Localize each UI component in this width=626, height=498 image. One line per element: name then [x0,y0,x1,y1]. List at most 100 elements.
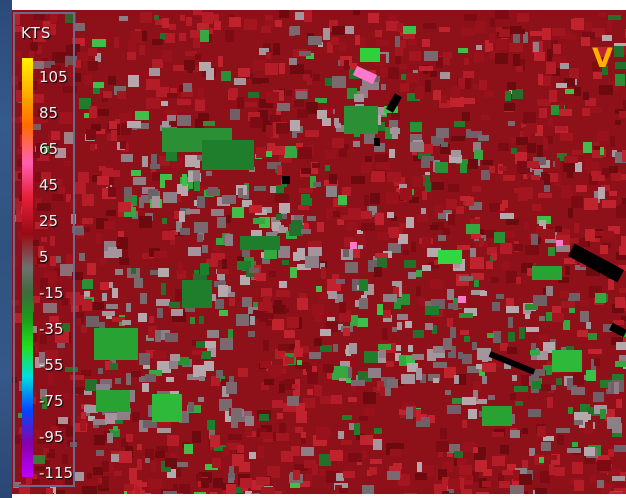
velocity-bin [587,162,599,173]
velocity-bin [179,33,186,41]
velocity-bin [172,157,183,168]
velocity-bin [492,456,505,466]
velocity-bin [308,36,322,45]
radar-velocity-display[interactable] [12,10,626,494]
velocity-bin [365,156,372,163]
velocity-bin [142,383,149,392]
velocity-bin [558,277,569,283]
velocity-bin [369,206,377,215]
velocity-bin [66,254,74,266]
velocity-bin [380,67,391,77]
velocity-bin [441,142,448,147]
velocity-bin [470,248,476,258]
velocity-bin [382,328,387,337]
velocity-bin [87,263,96,275]
velocity-bin [79,253,85,261]
velocity-bin [379,348,386,358]
velocity-bin [527,143,536,153]
velocity-bin [571,196,583,208]
velocity-bin [262,258,270,264]
velocity-bin [294,100,304,107]
velocity-bin [253,310,265,319]
velocity-bin [42,397,47,409]
velocity-bin [30,152,40,158]
velocity-bin [166,377,174,382]
velocity-bin [338,195,347,205]
velocity-bin [82,299,92,311]
velocity-bin [531,175,540,180]
velocity-bin [515,468,527,479]
velocity-bin [491,277,499,283]
velocity-bin [45,24,56,35]
velocity-bin [156,87,169,97]
velocity-bin [119,16,128,21]
velocity-bin [265,63,278,75]
velocity-bin [275,194,289,203]
velocity-bin [58,417,68,424]
velocity-bin [350,246,360,258]
velocity-bin [226,382,237,394]
velocity-bin [440,72,450,79]
velocity-bin [419,297,425,306]
velocity-bin [390,443,404,449]
velocity-bin [240,478,252,488]
velocity-bin [131,170,141,176]
velocity-bin [377,232,388,238]
velocity-bin [489,166,495,173]
velocity-bin [149,68,160,76]
velocity-bin [190,317,195,324]
velocity-bin [472,186,481,192]
velocity-bin [451,86,460,98]
pink-pixel [458,296,466,303]
velocity-bin [68,65,73,77]
velocity-bin [614,445,626,452]
velocity-bin [409,197,419,203]
velocity-bin [326,209,331,220]
velocity-bin [312,464,318,475]
green-cluster [152,394,182,422]
velocity-bin [267,143,275,155]
velocity-bin [29,51,34,61]
velocity-bin [428,262,439,269]
velocity-bin [308,241,322,251]
velocity-bin [427,248,441,257]
velocity-bin [488,395,495,400]
velocity-bin [34,466,45,471]
velocity-bin [75,472,84,481]
velocity-bin [482,160,493,165]
velocity-bin [436,57,443,68]
velocity-bin [186,209,200,214]
velocity-bin [137,444,142,450]
velocity-bin [293,252,300,261]
velocity-bin [46,488,53,494]
velocity-bin [218,56,223,67]
velocity-bin [374,143,385,152]
velocity-bin [422,265,431,271]
velocity-bin [350,63,357,70]
velocity-bin [151,154,157,165]
velocity-bin [194,222,208,233]
velocity-bin [507,464,516,475]
velocity-bin [30,123,41,130]
velocity-bin [231,422,238,428]
velocity-bin [546,312,552,321]
velocity-bin [196,341,205,348]
velocity-bin [478,447,486,456]
velocity-bin [422,191,427,200]
velocity-bin [314,338,322,346]
velocity-bin [483,469,492,476]
velocity-bin [82,279,93,289]
velocity-bin [539,316,545,321]
velocity-bin [286,90,292,96]
velocity-bin [208,187,217,195]
velocity-bin [465,197,474,206]
velocity-bin [178,357,189,365]
velocity-bin [327,289,337,299]
velocity-bin [519,474,532,485]
velocity-bin [93,88,100,94]
velocity-bin [157,308,163,318]
velocity-bin [571,387,585,395]
velocity-bin [345,262,358,273]
velocity-bin [96,384,110,395]
velocity-bin [47,453,55,458]
